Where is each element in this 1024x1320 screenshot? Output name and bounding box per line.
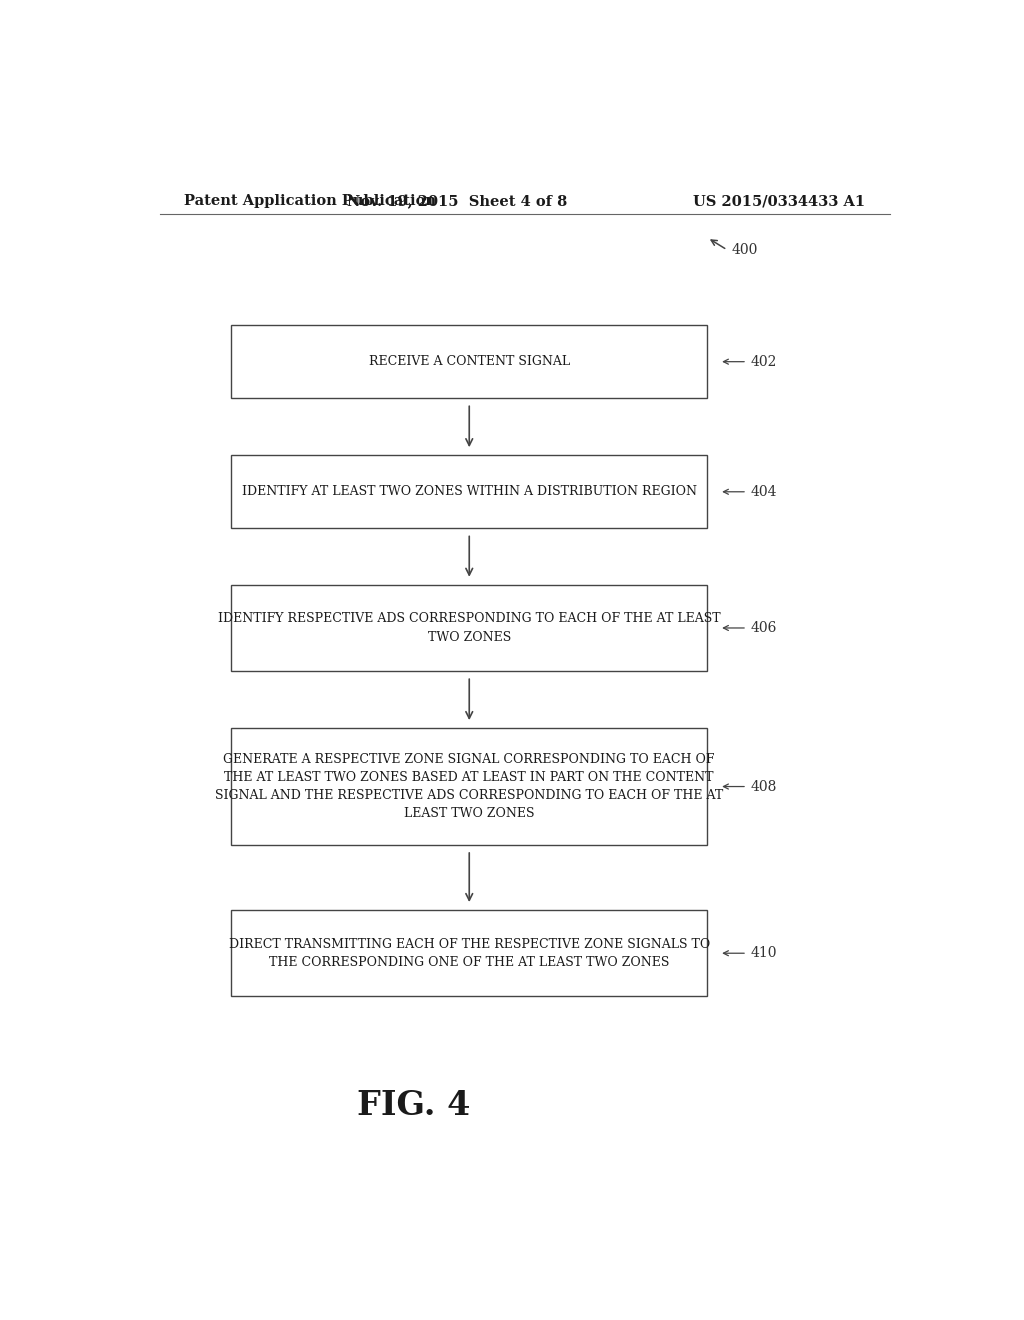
Text: IDENTIFY AT LEAST TWO ZONES WITHIN A DISTRIBUTION REGION: IDENTIFY AT LEAST TWO ZONES WITHIN A DIS…: [242, 486, 696, 498]
Bar: [231, 455, 708, 528]
Text: 404: 404: [751, 484, 777, 499]
Text: FIG. 4: FIG. 4: [357, 1089, 470, 1122]
Text: 408: 408: [751, 780, 777, 793]
Bar: [231, 585, 708, 671]
Bar: [231, 909, 708, 997]
Text: US 2015/0334433 A1: US 2015/0334433 A1: [692, 194, 865, 209]
Text: THE CORRESPONDING ONE OF THE AT LEAST TWO ZONES: THE CORRESPONDING ONE OF THE AT LEAST TW…: [269, 956, 670, 969]
Text: 406: 406: [751, 620, 777, 635]
Text: TWO ZONES: TWO ZONES: [428, 631, 511, 644]
Text: RECEIVE A CONTENT SIGNAL: RECEIVE A CONTENT SIGNAL: [369, 355, 569, 368]
Text: DIRECT TRANSMITTING EACH OF THE RESPECTIVE ZONE SIGNALS TO: DIRECT TRANSMITTING EACH OF THE RESPECTI…: [228, 937, 710, 950]
Text: LEAST TWO ZONES: LEAST TWO ZONES: [404, 808, 535, 821]
Text: Patent Application Publication: Patent Application Publication: [183, 194, 435, 209]
Text: THE AT LEAST TWO ZONES BASED AT LEAST IN PART ON THE CONTENT: THE AT LEAST TWO ZONES BASED AT LEAST IN…: [224, 771, 714, 784]
Text: GENERATE A RESPECTIVE ZONE SIGNAL CORRESPONDING TO EACH OF: GENERATE A RESPECTIVE ZONE SIGNAL CORRES…: [223, 752, 715, 766]
Text: Nov. 19, 2015  Sheet 4 of 8: Nov. 19, 2015 Sheet 4 of 8: [347, 194, 567, 209]
Bar: [231, 325, 708, 399]
Text: SIGNAL AND THE RESPECTIVE ADS CORRESPONDING TO EACH OF THE AT: SIGNAL AND THE RESPECTIVE ADS CORRESPOND…: [215, 789, 723, 803]
Text: 400: 400: [731, 243, 758, 257]
Text: 402: 402: [751, 355, 777, 368]
Text: IDENTIFY RESPECTIVE ADS CORRESPONDING TO EACH OF THE AT LEAST: IDENTIFY RESPECTIVE ADS CORRESPONDING TO…: [218, 612, 721, 626]
Bar: [231, 729, 708, 845]
Text: 410: 410: [751, 946, 777, 960]
